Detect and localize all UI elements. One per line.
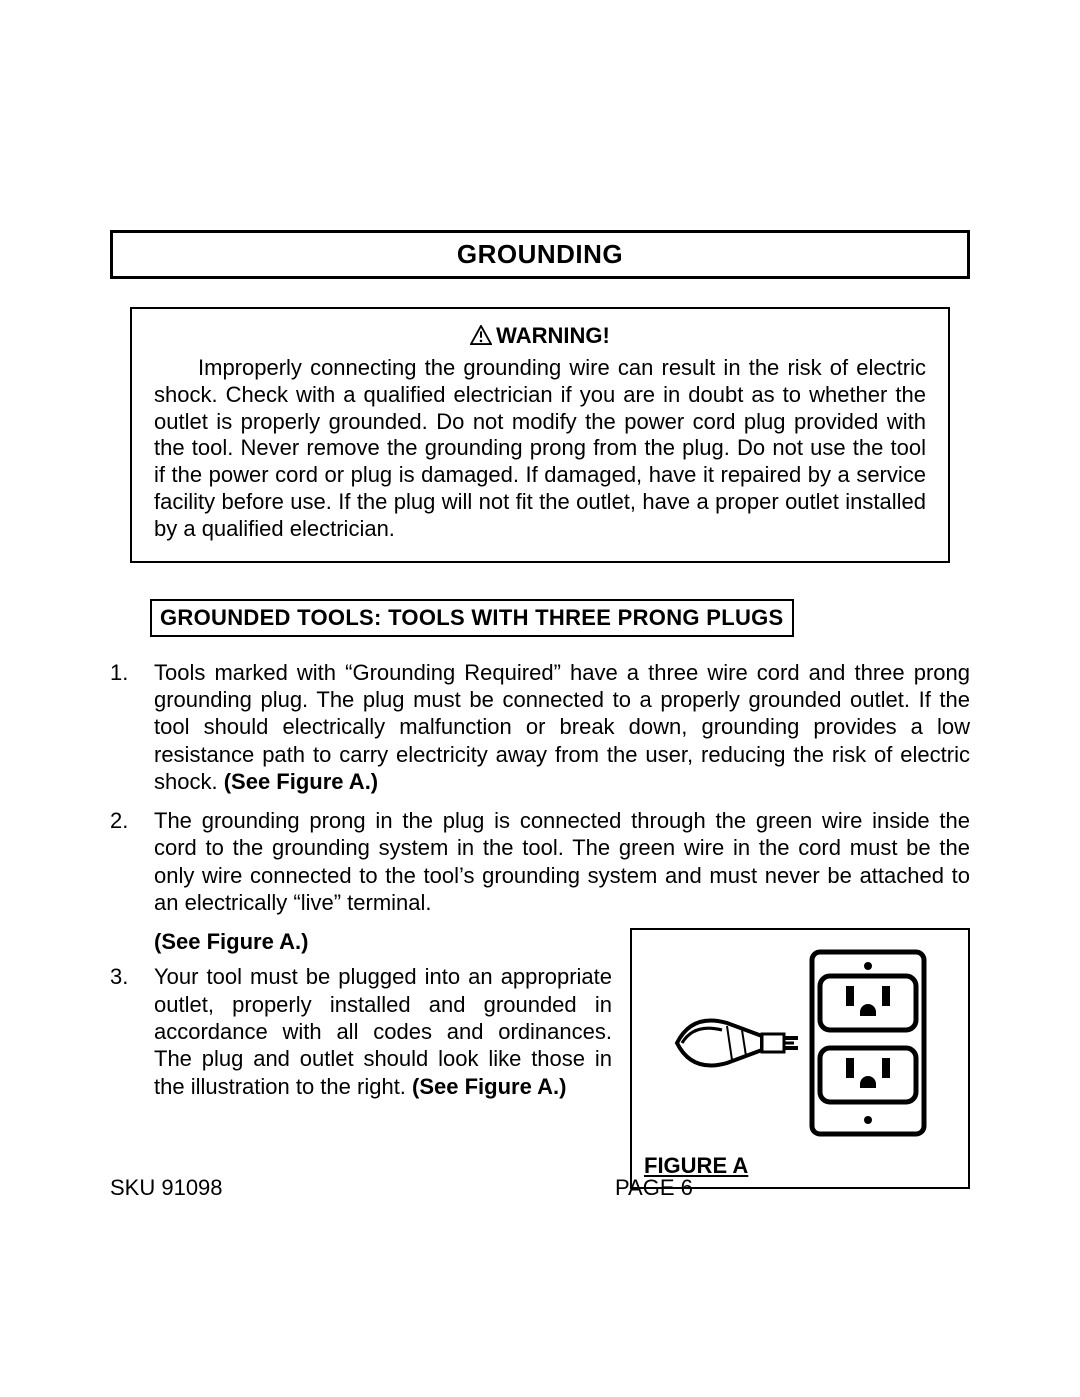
- plug-icon: [672, 998, 802, 1088]
- list-number: 1.: [110, 659, 154, 795]
- list-number: 2.: [110, 807, 154, 916]
- numbered-list: 1. Tools marked with “Grounding Required…: [110, 659, 970, 1190]
- figure-a-box: FIGURE A: [630, 928, 970, 1189]
- figure-a-illustration: [644, 942, 956, 1152]
- warning-header: WARNING!: [154, 323, 926, 349]
- warning-label: WARNING!: [496, 323, 610, 348]
- see-figure-ref: (See Figure A.): [154, 928, 612, 955]
- list-item: 3. Your tool must be plugged into an app…: [110, 963, 612, 1099]
- subsection-title: GROUNDED TOOLS: TOOLS WITH THREE PRONG P…: [160, 605, 784, 630]
- list-text: Tools marked with “Grounding Required” h…: [154, 659, 970, 795]
- list-item: 2. The grounding prong in the plug is co…: [110, 807, 970, 916]
- warning-box: WARNING! Improperly connecting the groun…: [130, 307, 950, 563]
- page-footer: SKU 91098 PAGE 6: [110, 1175, 970, 1201]
- warning-triangle-icon: [470, 325, 492, 345]
- list-text: The grounding prong in the plug is conne…: [154, 807, 970, 916]
- list-number: 3.: [110, 963, 154, 1099]
- see-figure-ref: (See Figure A.): [412, 1074, 566, 1099]
- footer-page-number: PAGE 6: [465, 1175, 970, 1201]
- outlet-icon: [808, 948, 928, 1138]
- list-item: 1. Tools marked with “Grounding Required…: [110, 659, 970, 795]
- list-text: Your tool must be plugged into an approp…: [154, 963, 612, 1099]
- see-figure-ref: (See Figure A.): [224, 769, 378, 794]
- section-title: GROUNDING: [113, 239, 967, 270]
- warning-text: Improperly connecting the grounding wire…: [154, 355, 926, 543]
- footer-sku: SKU 91098: [110, 1175, 465, 1201]
- section-title-box: GROUNDING: [110, 230, 970, 279]
- subsection-title-box: GROUNDED TOOLS: TOOLS WITH THREE PRONG P…: [150, 599, 794, 637]
